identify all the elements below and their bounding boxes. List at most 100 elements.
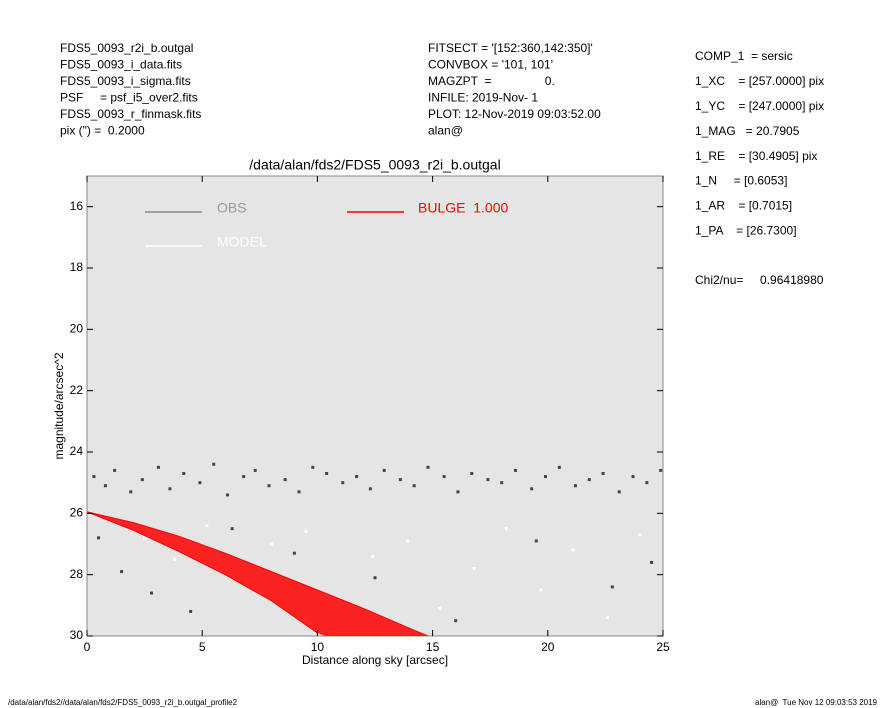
point <box>543 475 547 479</box>
point <box>617 490 621 494</box>
fit-parameter: 1_N = [0.6053] <box>695 174 787 188</box>
bulge-upper <box>87 511 429 636</box>
point <box>92 475 96 479</box>
x-tick-label: 20 <box>541 640 555 654</box>
point <box>198 481 202 485</box>
x-axis-label: Distance along sky [arcsec] <box>302 653 448 667</box>
x-tick-label: 10 <box>311 640 325 654</box>
plot-marks <box>87 462 663 636</box>
header-middle-line: FITSECT = '[152:360,142:350]' <box>428 41 593 55</box>
legend-label: BULGE 1.000 <box>418 200 508 216</box>
point <box>426 465 430 469</box>
header-middle-line: MAGZPT = 0. <box>428 74 555 88</box>
point <box>412 484 416 488</box>
y-tick-label: 20 <box>70 322 84 336</box>
fit-parameter: 1_AR = [0.7015] <box>695 199 792 213</box>
point <box>297 490 301 494</box>
x-tick-label: 0 <box>84 640 91 654</box>
y-tick-label: 22 <box>70 383 84 397</box>
point <box>140 478 144 482</box>
point <box>631 475 635 479</box>
header-left-line: FDS5_0093_i_data.fits <box>60 58 182 72</box>
point <box>645 481 649 485</box>
point <box>659 468 663 472</box>
point <box>573 484 577 488</box>
point <box>557 465 561 469</box>
point <box>283 478 287 482</box>
point <box>601 471 605 475</box>
point <box>292 551 296 555</box>
point <box>341 481 345 485</box>
point <box>500 481 504 485</box>
point <box>230 527 234 531</box>
y-tick-label: 30 <box>70 628 84 642</box>
point <box>103 484 107 488</box>
y-tick-label: 24 <box>70 444 84 458</box>
bulge-band <box>87 511 428 636</box>
point <box>267 484 271 488</box>
fit-parameter: COMP_1 = sersic <box>695 49 793 63</box>
header-left-line: FDS5_0093_r2i_b.outgal <box>60 41 193 55</box>
point <box>371 554 375 558</box>
point <box>242 475 246 479</box>
fit-parameter: 1_MAG = 20.7905 <box>695 124 800 138</box>
point <box>150 591 154 595</box>
header-left-line: FDS5_0093_r_finmask.fits <box>60 107 201 121</box>
header-left-line: FDS5_0093_i_sigma.fits <box>60 74 191 88</box>
point <box>398 478 402 482</box>
fit-parameter: 1_PA = [26.7300] <box>695 223 797 237</box>
header-left-line: PSF = psf_i5_over2.fits <box>60 91 198 105</box>
point <box>168 487 172 491</box>
point <box>373 576 377 580</box>
point <box>405 539 409 543</box>
point <box>454 619 458 623</box>
point <box>226 493 230 497</box>
point <box>606 616 610 620</box>
point <box>355 475 359 479</box>
point <box>368 487 372 491</box>
point <box>129 490 133 494</box>
point <box>534 539 538 543</box>
point <box>173 557 177 561</box>
point <box>571 548 575 552</box>
point <box>120 570 124 574</box>
x-tick-label: 5 <box>199 640 206 654</box>
point <box>156 465 160 469</box>
fit-parameter: Chi2/nu= 0.96418980 <box>695 273 824 287</box>
point <box>438 606 442 610</box>
point <box>472 567 476 571</box>
y-tick-label: 16 <box>70 199 84 213</box>
point <box>205 524 209 528</box>
footer-left: /data/alan/fds2//data/alan/fds2/FDS5_009… <box>8 698 238 707</box>
y-tick-label: 26 <box>70 506 84 520</box>
point <box>514 468 518 472</box>
point <box>442 475 446 479</box>
point <box>182 471 186 475</box>
point <box>269 542 273 546</box>
header-middle-line: alan@ <box>428 124 463 138</box>
fit-parameter: 1_XC = [257.0000] pix <box>695 74 824 88</box>
y-axis-label: magnitude/arcsec^2 <box>52 352 66 459</box>
header-middle-line: CONVBOX = '101, 101' <box>428 58 553 72</box>
fit-parameter: 1_YC = [247.0000] pix <box>695 99 824 113</box>
header-left-line: pix (") = 0.2000 <box>60 124 145 138</box>
point <box>587 478 591 482</box>
point <box>649 560 653 564</box>
plot-area <box>86 175 664 637</box>
point <box>530 487 534 491</box>
y-tick-label: 28 <box>70 567 84 581</box>
point <box>212 462 216 466</box>
y-tick-label: 18 <box>70 260 84 274</box>
point <box>253 468 257 472</box>
chart-title: /data/alan/fds2/FDS5_0093_r2i_b.outgal <box>249 157 500 173</box>
point <box>143 536 147 540</box>
fit-parameter: 1_RE = [30.4905] pix <box>695 149 817 163</box>
point <box>470 471 474 475</box>
legend-label: OBS <box>217 200 247 216</box>
point <box>304 530 308 534</box>
point <box>325 471 329 475</box>
point <box>486 478 490 482</box>
footer-right: alan@ Tue Nov 12 09:03:53 2019 <box>755 698 878 707</box>
